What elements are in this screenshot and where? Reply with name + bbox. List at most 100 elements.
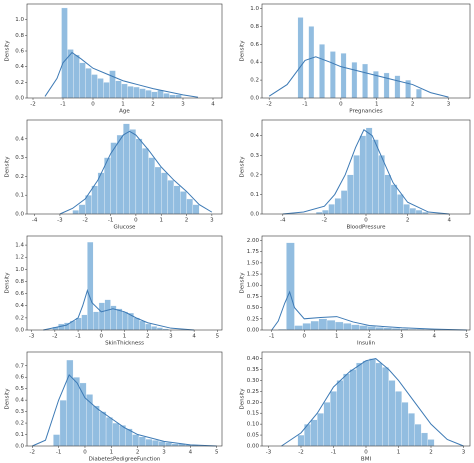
x-axis-label: Glucose: [114, 225, 137, 231]
bar: [415, 209, 423, 215]
bar: [416, 88, 422, 99]
bar: [336, 380, 344, 447]
bar: [421, 432, 428, 447]
bar: [330, 391, 337, 447]
x-tick-label: 5: [215, 450, 219, 456]
y-tick-label: 0.3: [15, 409, 24, 415]
y-tick-label: 0.4: [250, 60, 259, 66]
plot-frame: [261, 3, 471, 99]
y-axis-label: Density: [240, 40, 246, 62]
y-tick-label: 0.50: [247, 305, 260, 311]
plot-frame: [26, 119, 223, 215]
y-tick-label: 0.4: [15, 64, 24, 70]
bar: [378, 155, 385, 215]
bar: [132, 434, 140, 447]
y-tick-label: 0.7: [15, 363, 24, 369]
x-tick-label: 0: [91, 102, 95, 108]
x-tick-label: 3: [447, 102, 451, 108]
bar: [365, 127, 373, 215]
x-tick-label: -4: [280, 218, 286, 224]
x-tick-label: 1: [335, 334, 339, 340]
bar: [98, 302, 105, 331]
y-axis-label: Density: [5, 388, 11, 410]
bar: [81, 314, 88, 331]
bar: [317, 413, 324, 447]
x-tick-label: 2: [368, 334, 372, 340]
y-tick-label: 0.4: [15, 303, 24, 309]
y-tick-label: 0.0: [250, 212, 259, 218]
bar: [165, 442, 173, 447]
bar: [79, 62, 86, 99]
bar: [133, 317, 140, 331]
bar: [362, 63, 368, 99]
bar: [359, 135, 367, 215]
y-tick-label: 0.0: [15, 212, 24, 218]
bar: [359, 325, 368, 331]
bar: [103, 82, 110, 99]
bar: [91, 74, 98, 99]
bar: [375, 362, 383, 447]
y-tick-label: 1.0: [15, 267, 24, 273]
x-tick-label: 1: [123, 334, 127, 340]
x-tick-label: 2: [429, 450, 433, 456]
y-tick-label: 0.25: [247, 316, 260, 322]
bar: [334, 321, 344, 331]
bar: [93, 311, 100, 331]
x-tick-label: 0: [303, 334, 307, 340]
x-tick-label: -3: [29, 334, 35, 340]
bar: [408, 413, 415, 447]
y-tick-label: 0.2: [15, 421, 24, 427]
bar: [116, 134, 124, 215]
y-tick-label: 1.2: [15, 255, 24, 261]
y-tick-label: 1.4: [15, 243, 24, 249]
x-tick-label: -1: [56, 450, 61, 456]
plot-frame: [26, 351, 223, 447]
bar: [384, 174, 392, 215]
bar: [115, 80, 122, 99]
bar: [156, 327, 163, 331]
bar: [395, 391, 402, 447]
x-tick-label: 1: [110, 450, 114, 456]
kde-line: [271, 290, 467, 331]
y-axis-label: Density: [240, 156, 246, 178]
bar: [75, 317, 82, 331]
x-tick-label: 4: [211, 102, 215, 108]
y-tick-label: 0.20: [247, 400, 260, 406]
bar: [329, 51, 336, 99]
x-tick-label: 3: [162, 450, 166, 456]
bar: [161, 172, 168, 215]
y-tick-label: 0.8: [15, 33, 24, 39]
kde-line: [281, 358, 464, 447]
y-tick-label: 0.1: [15, 432, 24, 438]
bar: [310, 419, 318, 447]
y-tick-label: 0.00: [247, 444, 260, 450]
bar: [362, 360, 370, 447]
y-tick-label: 1.75: [247, 249, 260, 255]
bar: [92, 405, 100, 447]
bar: [66, 359, 74, 447]
bar: [109, 70, 116, 99]
bar: [145, 90, 152, 99]
kde-line: [59, 130, 213, 215]
y-tick-label: 0.35: [247, 367, 260, 373]
bar: [323, 402, 331, 447]
x-tick-label: 2: [136, 450, 140, 456]
bar: [322, 209, 329, 215]
bar: [121, 83, 128, 99]
kde-line: [268, 56, 449, 98]
x-tick-label: -1: [269, 334, 274, 340]
bar: [414, 423, 422, 447]
bar: [375, 327, 385, 331]
x-tick-label: 1: [375, 102, 379, 108]
y-tick-label: 0.1: [15, 193, 24, 199]
bar: [347, 174, 354, 215]
x-tick-label: 3: [181, 102, 185, 108]
bar: [139, 320, 146, 331]
x-tick-label: 3: [462, 450, 466, 456]
plot-frame: [261, 235, 471, 331]
x-tick-label: 4: [189, 450, 193, 456]
x-tick-label: 2: [185, 218, 189, 224]
bar: [367, 326, 376, 331]
y-tick-label: 0.4: [15, 398, 24, 404]
bar: [401, 402, 409, 447]
